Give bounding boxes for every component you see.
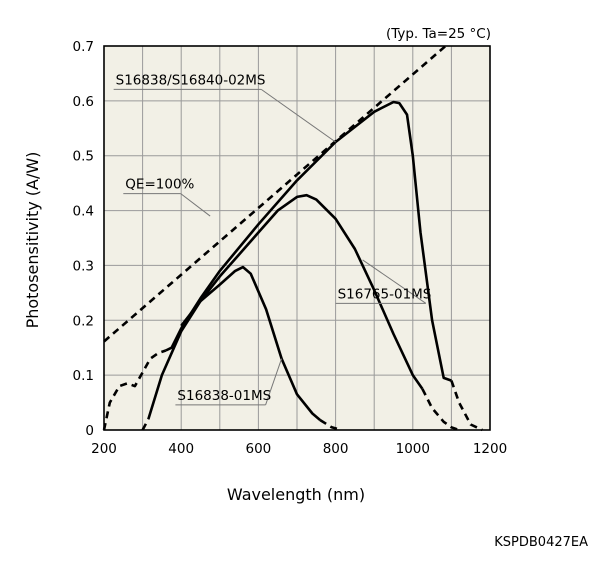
grid	[104, 46, 490, 430]
y-tick-label: 0.3	[73, 258, 94, 274]
series-segment-dashed	[102, 349, 167, 431]
series-label: S16838/S16840-02MS	[116, 72, 266, 88]
x-tick-label: 600	[246, 441, 272, 457]
x-tick-label: 400	[168, 441, 194, 457]
series-segment-dashed	[421, 388, 460, 432]
y-axis-title: Photosensitivity (A/W)	[23, 152, 42, 329]
x-tick-label: 1200	[473, 441, 507, 457]
tick-labels: 200 400 600 800 1000 1200 0 0.1 0.2 0.3 0.4 0.5 0.6 0…	[73, 39, 508, 457]
series-label: QE=100%	[125, 177, 194, 193]
callout-leader	[362, 259, 427, 304]
series-segment-dashed	[319, 418, 342, 432]
x-tick-label: 1000	[396, 441, 430, 457]
series-segment-dashed	[141, 418, 150, 431]
series-s16838-01ms	[180, 265, 342, 432]
y-tick-label: 0.2	[73, 313, 94, 329]
x-tick-label: 800	[323, 441, 349, 457]
x-tick-label: 200	[91, 441, 117, 457]
condition-note: (Typ. Ta=25 °C)	[386, 26, 491, 42]
figure-code: KSPDB0427EA	[494, 535, 588, 550]
series-lines	[102, 45, 483, 432]
series-segment-dashed	[103, 45, 447, 343]
y-tick-label: 0	[85, 423, 94, 439]
y-tick-label: 0.5	[73, 149, 94, 165]
plot-frame	[103, 45, 491, 431]
y-tick-label: 0.1	[73, 368, 94, 384]
callout-leader	[180, 193, 211, 217]
y-tick-label: 0.4	[73, 204, 94, 220]
callout-leaders: S16838/S16840-02MS QE=100% S16765-01MS S168…	[113, 72, 432, 406]
callout-leader	[265, 358, 283, 405]
series-label: S16838-01MS	[177, 388, 271, 404]
x-axis-title: Wavelength (nm)	[227, 485, 365, 504]
y-tick-label: 0.7	[73, 39, 94, 55]
series-segment-solid	[180, 265, 322, 422]
series-segment-dashed	[450, 380, 483, 432]
plot-border	[103, 45, 491, 431]
callout-leader	[260, 88, 336, 143]
series-label: S16765-01MS	[338, 286, 432, 302]
series-qe-100-	[103, 45, 447, 343]
y-tick-label: 0.6	[73, 94, 94, 110]
